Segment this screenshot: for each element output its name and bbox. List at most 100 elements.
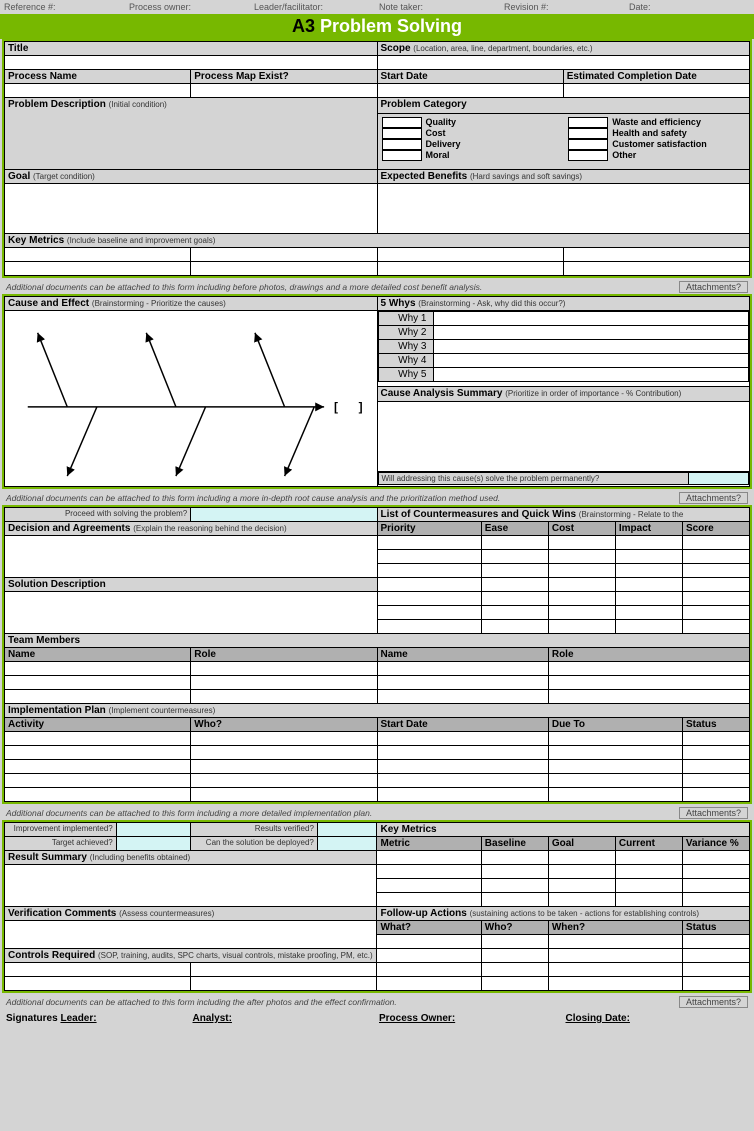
svg-text:[: [ xyxy=(334,400,338,414)
decision-header: Decision and Agreements (Explain the rea… xyxy=(5,522,378,536)
section1-note: Additional documents can be attached to … xyxy=(0,280,754,294)
key-metrics-header: Key Metrics (Include baseline and improv… xyxy=(5,234,750,248)
cause-effect-header: Cause and Effect (Brainstorming - Priori… xyxy=(5,297,378,311)
followup-header: Follow-up Actions (sustaining actions to… xyxy=(377,907,750,921)
will-address-input[interactable] xyxy=(689,473,749,485)
col-variance: Variance % xyxy=(682,837,749,851)
sig-analyst: Analyst: xyxy=(193,1013,232,1024)
key-metrics2-header: Key Metrics xyxy=(377,823,750,837)
sig-leader: Leader: xyxy=(60,1013,96,1024)
col-ease: Ease xyxy=(481,522,548,536)
process-name-header: Process Name xyxy=(5,70,191,84)
col-cost: Cost xyxy=(548,522,615,536)
section-verify: Improvement implemented? Results verifie… xyxy=(2,820,752,993)
section-analyze: Cause and Effect (Brainstorming - Priori… xyxy=(2,294,752,489)
section4-note: Additional documents can be attached to … xyxy=(0,995,754,1009)
col-goal: Goal xyxy=(548,837,615,851)
improvement-input[interactable] xyxy=(116,823,191,837)
meta-note-taker: Note taker: xyxy=(379,2,500,12)
cause-summary-input[interactable] xyxy=(377,402,750,472)
cat-moral: Moral xyxy=(382,150,559,161)
goal-header: Goal (Target condition) xyxy=(5,170,378,184)
results-verified-input[interactable] xyxy=(317,823,377,837)
banner-prefix: A3 xyxy=(292,16,315,36)
est-completion-header: Estimated Completion Date xyxy=(563,70,749,84)
col-score: Score xyxy=(682,522,749,536)
cat-health: Health and safety xyxy=(568,128,745,139)
col-activity: Activity xyxy=(5,718,191,732)
why5-input[interactable] xyxy=(433,368,749,382)
attachments-button[interactable]: Attachments? xyxy=(679,996,748,1008)
col-impact: Impact xyxy=(615,522,682,536)
meta-date: Date: xyxy=(629,2,750,12)
title-header: Title xyxy=(5,42,378,56)
why4-label: Why 4 xyxy=(378,354,433,368)
col-baseline: Baseline xyxy=(481,837,548,851)
target-achieved-input[interactable] xyxy=(116,837,191,851)
why2-input[interactable] xyxy=(433,326,749,340)
why1-input[interactable] xyxy=(433,312,749,326)
attachments-button[interactable]: Attachments? xyxy=(679,281,748,293)
improvement-label: Improvement implemented? xyxy=(5,823,117,837)
meta-row: Reference #: Process owner: Leader/facil… xyxy=(0,0,754,14)
countermeasures-header: List of Countermeasures and Quick Wins (… xyxy=(377,508,750,522)
attachments-button[interactable]: Attachments? xyxy=(679,492,748,504)
result-summary-header: Result Summary (Including benefits obtai… xyxy=(5,851,377,865)
process-map-header: Process Map Exist? xyxy=(191,70,377,84)
why1-label: Why 1 xyxy=(378,312,433,326)
col-what: What? xyxy=(377,921,481,935)
cat-quality: Quality xyxy=(382,117,559,128)
section-solve: Proceed with solving the problem? List o… xyxy=(2,505,752,804)
expected-header: Expected Benefits (Hard savings and soft… xyxy=(377,170,750,184)
results-verified-label: Results verified? xyxy=(191,823,318,837)
proceed-input[interactable] xyxy=(191,508,377,522)
why3-label: Why 3 xyxy=(378,340,433,354)
impl-plan-header: Implementation Plan (Implement counterme… xyxy=(5,704,750,718)
meta-process-owner: Process owner: xyxy=(129,2,250,12)
banner-title: A3 Problem Solving xyxy=(0,14,754,39)
why2-label: Why 2 xyxy=(378,326,433,340)
attachments-button[interactable]: Attachments? xyxy=(679,807,748,819)
col-current: Current xyxy=(615,837,682,851)
cat-waste: Waste and efficiency xyxy=(568,117,745,128)
col-name1: Name xyxy=(5,648,191,662)
section2-note: Additional documents can be attached to … xyxy=(0,491,754,505)
cat-other: Other xyxy=(568,150,745,161)
cat-customer: Customer satisfaction xyxy=(568,139,745,150)
meta-revision: Revision #: xyxy=(504,2,625,12)
cause-summary-header: Cause Analysis Summary (Prioritize in or… xyxy=(377,387,750,402)
team-members-header: Team Members xyxy=(5,634,750,648)
why3-input[interactable] xyxy=(433,340,749,354)
section-define: Title Scope (Location, area, line, depar… xyxy=(2,39,752,278)
controls-header: Controls Required (SOP, training, audits… xyxy=(5,949,377,963)
col-when: When? xyxy=(548,921,682,935)
can-deploy-input[interactable] xyxy=(317,837,377,851)
problem-desc-header: Problem Description (Initial condition) xyxy=(5,98,378,170)
signatures-label: Signatures xyxy=(6,1013,58,1024)
section3-note: Additional documents can be attached to … xyxy=(0,806,754,820)
start-date-header: Start Date xyxy=(377,70,563,84)
problem-cat-header: Problem Category xyxy=(377,98,750,114)
banner-main: Problem Solving xyxy=(320,16,462,36)
cat-cost: Cost xyxy=(382,128,559,139)
col-status: Status xyxy=(682,718,749,732)
why4-input[interactable] xyxy=(433,354,749,368)
five-whys-header: 5 Whys (Brainstorming - Ask, why did thi… xyxy=(377,297,750,311)
svg-text:]: ] xyxy=(359,400,363,414)
meta-leader: Leader/facilitator: xyxy=(254,2,375,12)
col-startdate: Start Date xyxy=(377,718,548,732)
col-who2: Who? xyxy=(481,921,548,935)
will-address-label: Will addressing this cause(s) solve the … xyxy=(378,473,689,485)
meta-reference: Reference #: xyxy=(4,2,125,12)
signatures-row: Signatures Leader: Analyst: Process Owne… xyxy=(0,1009,754,1032)
target-achieved-label: Target achieved? xyxy=(5,837,117,851)
can-deploy-label: Can the solution be deployed? xyxy=(191,837,318,851)
why5-label: Why 5 xyxy=(378,368,433,382)
col-dueto: Due To xyxy=(548,718,682,732)
sig-closing-date: Closing Date: xyxy=(566,1013,630,1024)
proceed-label: Proceed with solving the problem? xyxy=(5,508,191,522)
col-priority: Priority xyxy=(377,522,481,536)
sig-process-owner: Process Owner: xyxy=(379,1013,455,1024)
cat-delivery: Delivery xyxy=(382,139,559,150)
solution-desc-header: Solution Description xyxy=(5,578,378,592)
